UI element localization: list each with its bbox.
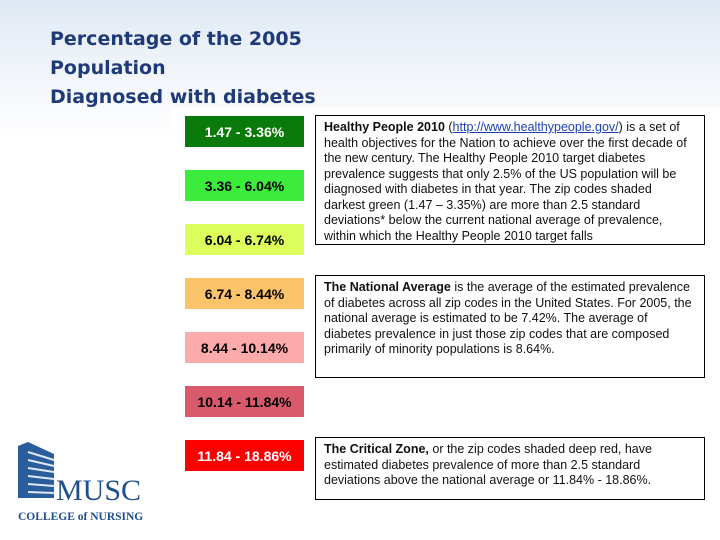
legend-swatch: 3.36 - 6.04% (185, 170, 304, 201)
box-text: or the zip codes shaded deep red, have e… (324, 442, 652, 487)
title-line: Diagnosed with diabetes (50, 86, 316, 108)
page-title: Percentage of the 2005 Population Diagno… (50, 25, 316, 112)
box-text: is the average of the estimated prevalen… (324, 280, 692, 356)
legend-swatch: 10.14 - 11.84% (185, 386, 304, 417)
box-text: ( (444, 120, 453, 134)
legend-swatch: 8.44 - 10.14% (185, 332, 304, 363)
legend-swatch: 11.84 - 18.86% (185, 440, 304, 471)
healthy-people-link[interactable]: http://www.healthypeople.gov/ (452, 120, 619, 134)
musc-logo: MUSC COLLEGE of NURSING (14, 442, 159, 524)
critical-zone-box: The Critical Zone, or the zip codes shad… (315, 437, 705, 500)
healthy-people-box: Healthy People 2010 (http://www.healthyp… (315, 115, 705, 245)
building-icon: MUSC COLLEGE of NURSING (18, 442, 143, 523)
box-heading: Healthy People 2010 (324, 120, 445, 134)
national-average-box: The National Average is the average of t… (315, 275, 705, 378)
svg-text:COLLEGE of NURSING: COLLEGE of NURSING (18, 511, 143, 523)
svg-text:MUSC: MUSC (56, 474, 141, 507)
legend-swatch: 1.47 - 3.36% (185, 116, 304, 147)
title-line: Percentage of the 2005 (50, 28, 302, 50)
box-heading: The National Average (324, 280, 451, 294)
legend-swatch: 6.74 - 8.44% (185, 278, 304, 309)
legend-swatch: 6.04 - 6.74% (185, 224, 304, 255)
box-heading: The Critical Zone, (324, 442, 429, 456)
box-text: ) is a set of health objectives for the … (324, 120, 687, 243)
title-line: Population (50, 57, 166, 79)
